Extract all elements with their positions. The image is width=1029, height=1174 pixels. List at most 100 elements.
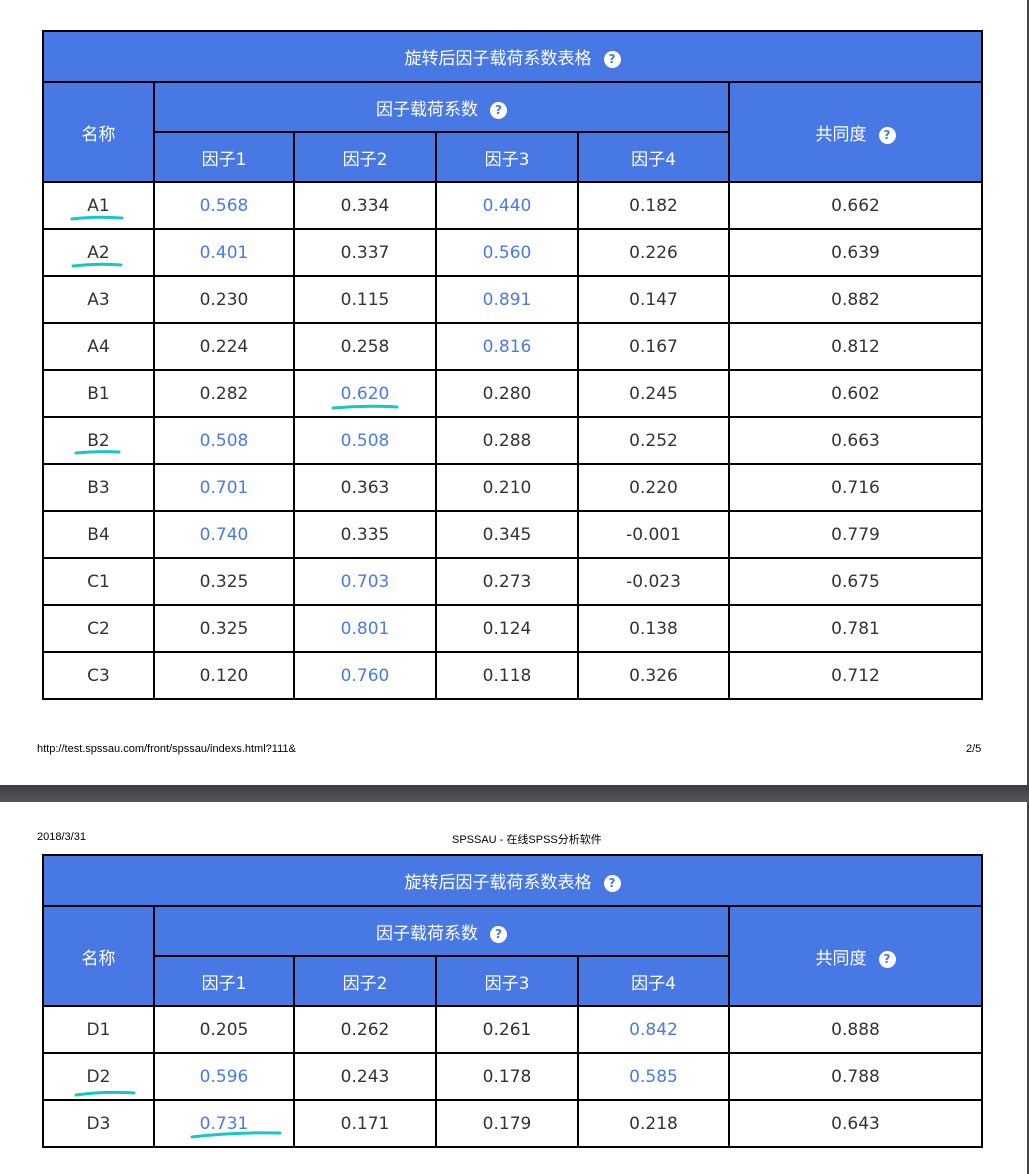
- help-icon[interactable]: ?: [603, 875, 621, 892]
- factor-header: 因子2: [293, 131, 437, 183]
- row-name: C2: [42, 604, 155, 653]
- help-icon[interactable]: ?: [603, 51, 621, 68]
- row-name: C3: [42, 651, 155, 700]
- loading-value: 0.508: [293, 416, 437, 465]
- communality-value: 0.639: [727, 228, 984, 277]
- loading-value: 0.326: [577, 651, 730, 700]
- help-icon[interactable]: ?: [490, 925, 507, 943]
- loading-value: -0.023: [577, 557, 730, 606]
- communality-value: 0.716: [727, 463, 984, 512]
- row-name: D1: [42, 1005, 155, 1054]
- loading-value: 0.345: [435, 510, 579, 559]
- row-name: B4: [42, 510, 155, 559]
- loading-value: 0.262: [293, 1005, 437, 1054]
- loading-value: 0.325: [153, 557, 295, 606]
- factor-header: 因子1: [153, 131, 295, 183]
- loading-value: 0.226: [577, 228, 730, 277]
- communality-value: 0.779: [727, 510, 984, 559]
- loading-value: 0.138: [577, 604, 730, 653]
- row-name: D3: [42, 1099, 155, 1148]
- factor-header: 因子3: [435, 955, 579, 1007]
- loading-value: 0.124: [435, 604, 579, 653]
- communality-value: 0.888: [727, 1005, 984, 1054]
- loading-header-text: 因子载荷系数: [376, 99, 478, 120]
- loading-value: 0.740: [153, 510, 295, 559]
- row-name: A2: [42, 228, 155, 277]
- communality-value: 0.712: [727, 651, 984, 700]
- table-title: 旋转后因子载荷系数表格?: [41, 30, 984, 83]
- loading-value: 0.205: [153, 1005, 295, 1054]
- factor-header: 因子4: [577, 131, 730, 183]
- loading-value: 0.288: [435, 416, 579, 465]
- loading-header: 因子载荷系数?: [153, 905, 730, 957]
- loading-value: 0.178: [435, 1052, 579, 1101]
- table-title-text: 旋转后因子载荷系数表格: [404, 873, 592, 893]
- loading-value: 0.731: [153, 1099, 295, 1148]
- loading-value: 0.842: [577, 1005, 730, 1054]
- table-row: A1 0.568 0.334 0.440 0.182 0.662: [42, 181, 984, 230]
- loading-value: 0.243: [293, 1052, 437, 1101]
- loading-value: 0.620: [293, 369, 437, 418]
- loading-value: 0.891: [435, 275, 579, 324]
- loading-value: 0.258: [293, 322, 437, 371]
- header-date: 2018/3/31: [37, 831, 86, 843]
- loading-value: 0.179: [435, 1099, 579, 1148]
- communality-value: 0.602: [727, 369, 984, 418]
- row-name: A1: [42, 181, 155, 230]
- loading-value: 0.261: [435, 1005, 579, 1054]
- table-row: A4 0.224 0.258 0.816 0.167 0.812: [42, 322, 984, 371]
- loading-value: 0.703: [293, 557, 437, 606]
- communality-value: 0.662: [727, 181, 984, 230]
- table-row: A3 0.230 0.115 0.891 0.147 0.882: [42, 275, 984, 324]
- loading-value: 0.585: [577, 1052, 730, 1101]
- name-header: 名称: [42, 81, 155, 183]
- row-name: B2: [42, 416, 155, 465]
- row-name: B3: [42, 463, 155, 512]
- loading-value: 0.335: [293, 510, 437, 559]
- table-row: D3 0.731 0.171 0.179 0.218 0.643: [42, 1099, 984, 1148]
- communality-header: 共同度?: [727, 905, 984, 1007]
- loading-value: 0.147: [577, 275, 730, 324]
- page-number: 2/5: [966, 743, 982, 755]
- loading-value: -0.001: [577, 510, 730, 559]
- footer-url: http://test.spssau.com/front/spssau/inde…: [37, 743, 296, 755]
- loading-value: 0.334: [293, 181, 437, 230]
- row-name: A3: [42, 275, 155, 324]
- table-row: C2 0.325 0.801 0.124 0.138 0.781: [42, 604, 984, 653]
- factor-loading-table-page1: 旋转后因子载荷系数表格? 名称 因子载荷系数? 共同度? 因子1 因子2 因子3…: [41, 30, 984, 700]
- table-row: D1 0.205 0.262 0.261 0.842 0.888: [42, 1005, 984, 1054]
- table-row: D2 0.596 0.243 0.178 0.585 0.788: [42, 1052, 984, 1101]
- loading-value: 0.401: [153, 228, 295, 277]
- loading-value: 0.325: [153, 604, 295, 653]
- communality-value: 0.643: [727, 1099, 984, 1148]
- loading-value: 0.363: [293, 463, 437, 512]
- loading-value: 0.337: [293, 228, 437, 277]
- help-icon[interactable]: ?: [878, 126, 896, 144]
- table-row: C3 0.120 0.760 0.118 0.326 0.712: [42, 651, 984, 700]
- row-name: C1: [42, 557, 155, 606]
- factor-loading-table-page2: 旋转后因子载荷系数表格? 名称 因子载荷系数? 共同度? 因子1 因子2 因子3…: [41, 854, 984, 1148]
- loading-value: 0.210: [435, 463, 579, 512]
- loading-value: 0.218: [577, 1099, 730, 1148]
- page-separator: [0, 785, 1029, 802]
- communality-header: 共同度?: [727, 81, 984, 183]
- communality-value: 0.882: [727, 275, 984, 324]
- loading-value: 0.230: [153, 275, 295, 324]
- loading-value: 0.596: [153, 1052, 295, 1101]
- table-row: B3 0.701 0.363 0.210 0.220 0.716: [42, 463, 984, 512]
- loading-value: 0.224: [153, 322, 295, 371]
- loading-value: 0.167: [577, 322, 730, 371]
- help-icon[interactable]: ?: [490, 101, 507, 119]
- loading-header: 因子载荷系数?: [153, 81, 730, 133]
- loading-value: 0.118: [435, 651, 579, 700]
- help-icon[interactable]: ?: [878, 950, 896, 968]
- row-name: B1: [42, 369, 155, 418]
- factor-header: 因子1: [153, 955, 295, 1007]
- row-name: A4: [42, 322, 155, 371]
- loading-value: 0.182: [577, 181, 730, 230]
- loading-value: 0.816: [435, 322, 579, 371]
- loading-value: 0.120: [153, 651, 295, 700]
- name-header: 名称: [42, 905, 155, 1007]
- loading-value: 0.760: [293, 651, 437, 700]
- factor-header: 因子2: [293, 955, 437, 1007]
